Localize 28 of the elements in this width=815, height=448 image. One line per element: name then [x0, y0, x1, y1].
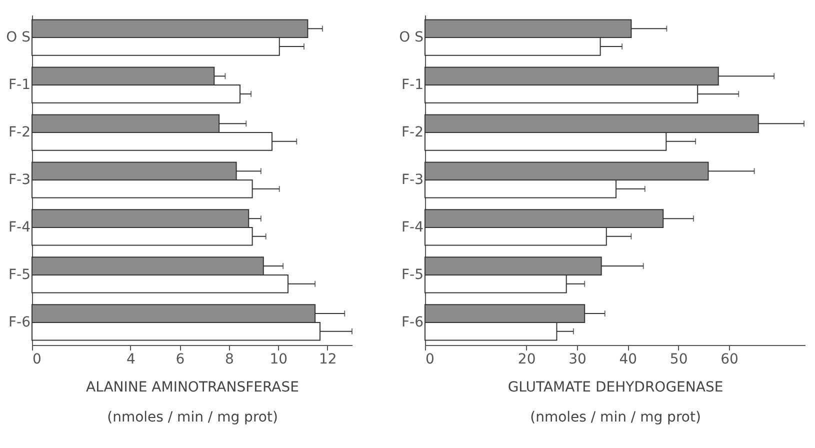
x-tick-label: 50 [670, 352, 688, 368]
x-tick-label: 12 [318, 352, 337, 368]
y-tick-label: F-2 [401, 124, 424, 141]
x-axis-title: GLUTAMATE DEHYDROGENASE (nmoles / min / mg prot) [508, 380, 724, 426]
y-tick-label: F-2 [8, 124, 30, 141]
x-tick-label: 6 [176, 352, 185, 368]
x-tick-label: 4 [126, 352, 136, 368]
x-axis-title: ALANINE AMINOTRANSFERASE (nmoles / min / mg prot) [86, 380, 299, 426]
x-tick-label: 20 [518, 352, 536, 368]
y-tick-label: F-5 [8, 266, 30, 283]
x-tick-label: 0 [426, 352, 434, 368]
x-tick-label: 0 [32, 352, 42, 368]
y-tick-label: F-4 [8, 219, 31, 236]
y-tick-label: F-6 [8, 314, 31, 330]
x-tick-label: 30 [568, 352, 586, 368]
x-tick-label: 40 [619, 352, 638, 368]
y-tick-label: F-5 [401, 266, 424, 283]
y-tick-label: F-6 [401, 314, 424, 330]
y-tick-label: O S [399, 30, 424, 46]
y-tick-label: F-1 [401, 77, 424, 94]
y-tick-label: F-4 [401, 219, 424, 236]
y-tick-label: F-3 [8, 172, 30, 188]
y-tick-label: F-3 [401, 172, 424, 188]
x-tick-label: 8 [224, 352, 234, 368]
y-tick-label: F-1 [8, 77, 30, 94]
x-tick-label: 10 [270, 352, 288, 368]
y-tick-label: O S [6, 30, 31, 46]
x-tick-label: 60 [720, 352, 738, 368]
